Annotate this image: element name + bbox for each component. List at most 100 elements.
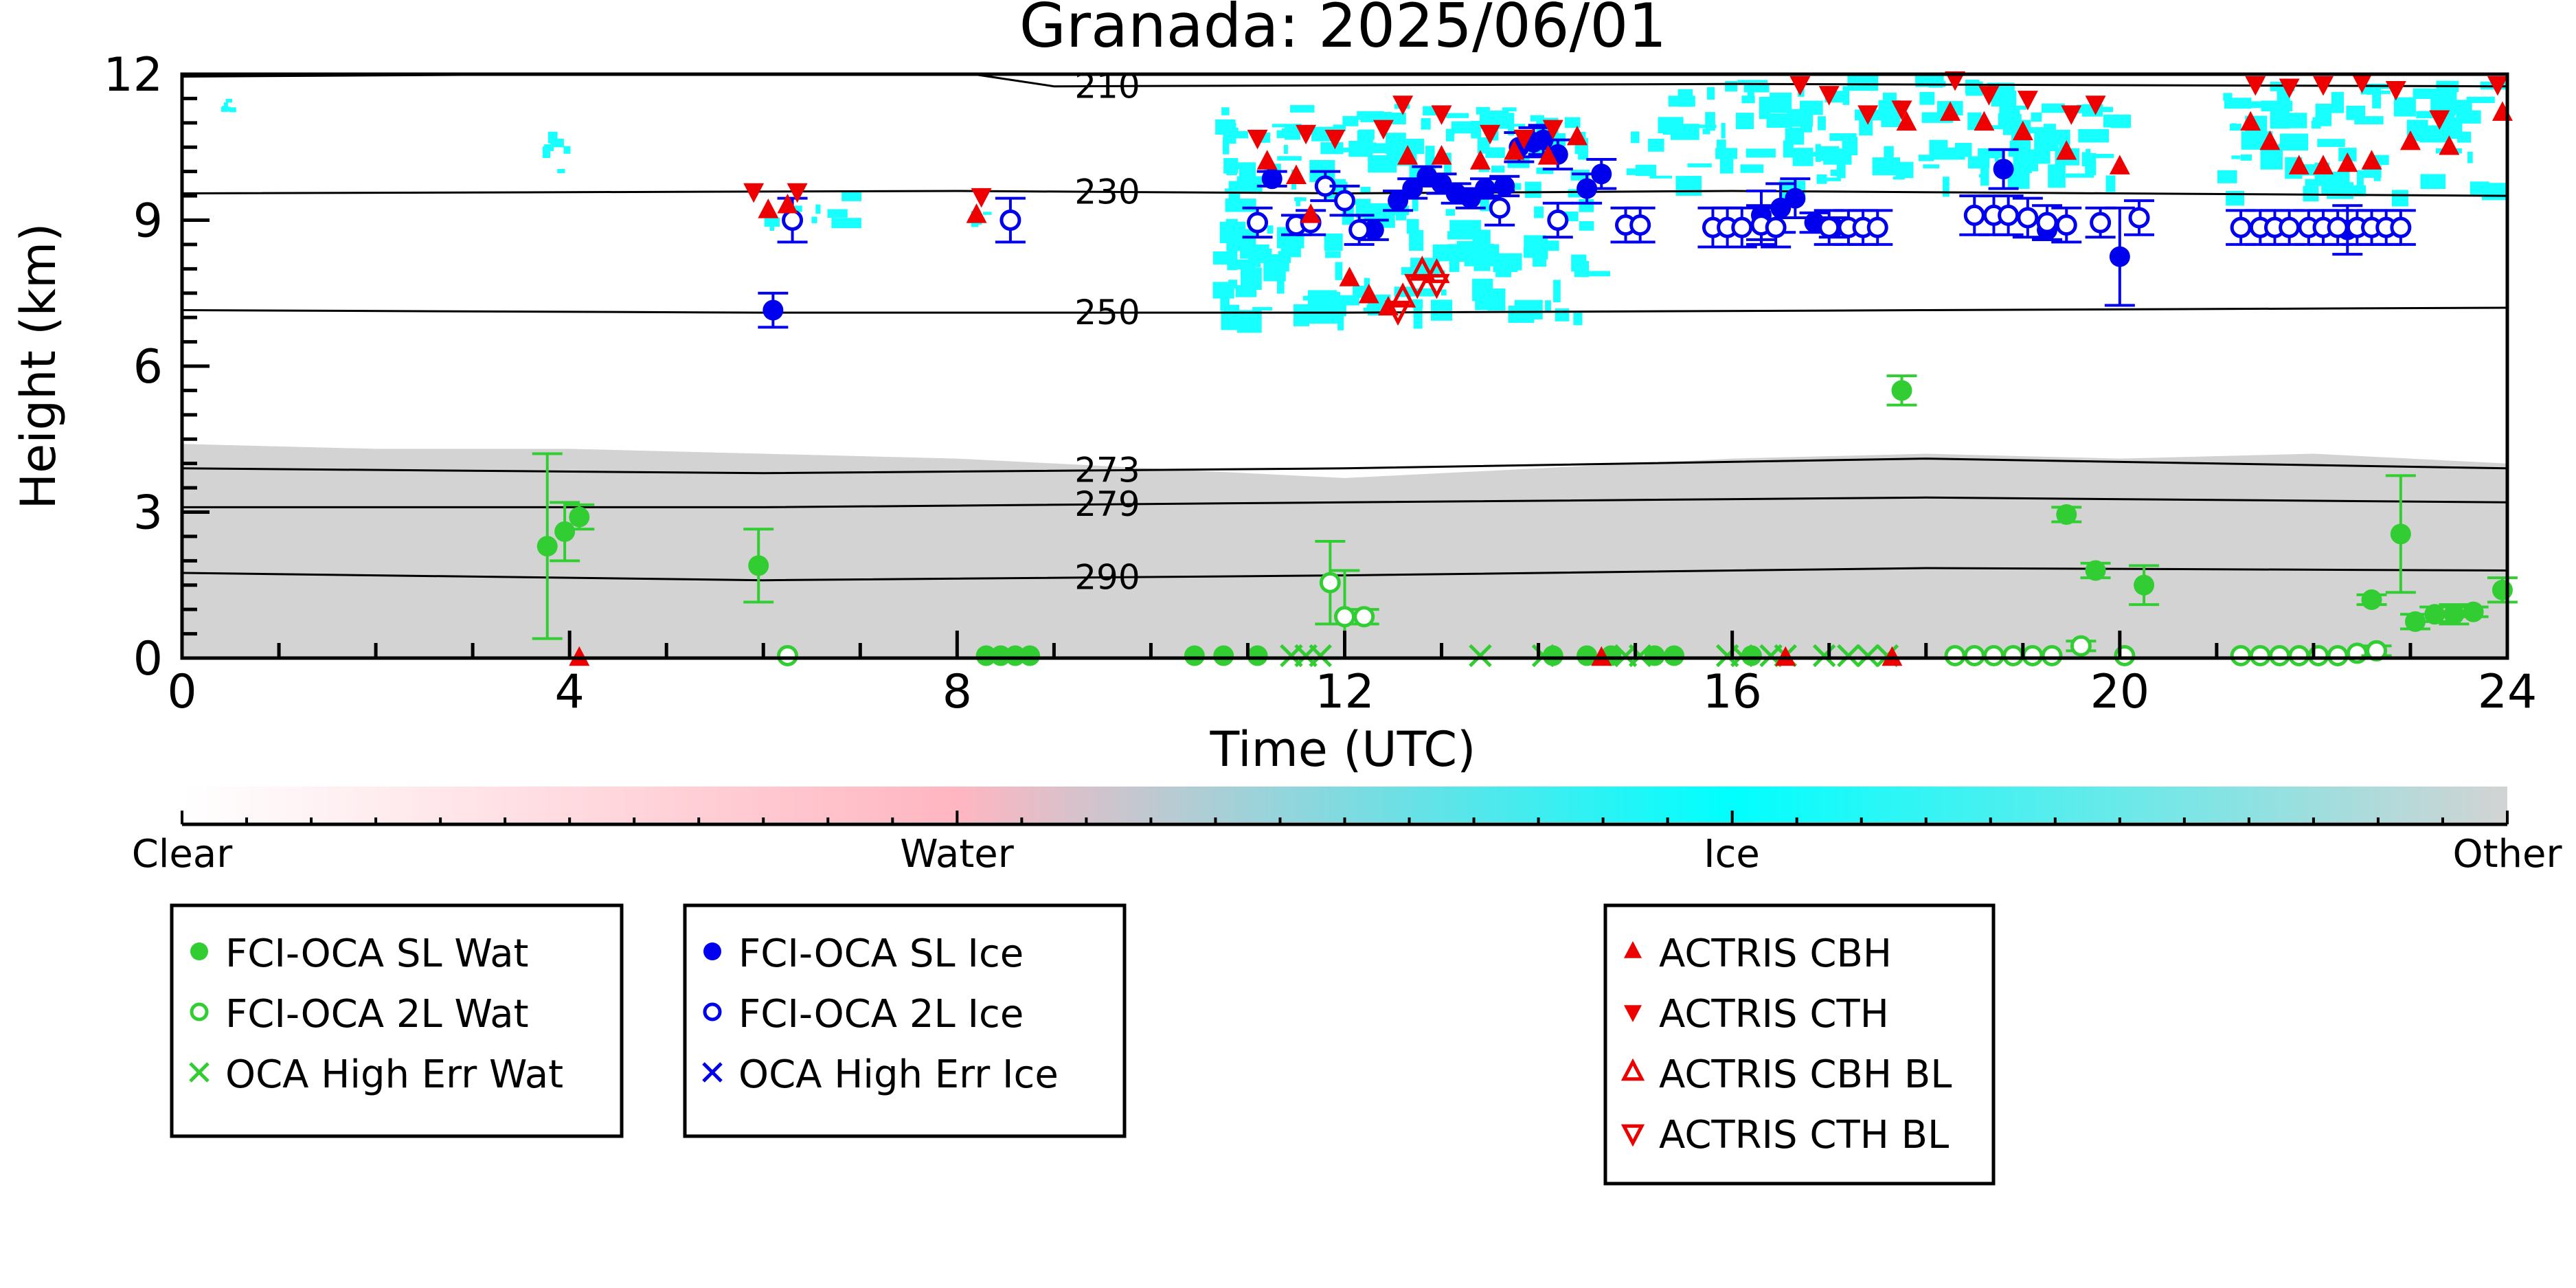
ice-pixel: [2305, 179, 2331, 186]
data-point: [990, 645, 1011, 666]
ice-pixel: [1671, 124, 1699, 140]
data-point: [1431, 145, 1452, 165]
data-point: [999, 210, 1021, 231]
legend-marker: [1620, 1058, 1645, 1081]
ice-pixel: [1816, 174, 1827, 184]
data-point: [758, 199, 779, 218]
ice-pixel: [1545, 300, 1551, 311]
ice-pixel: [971, 220, 979, 227]
ice-pixel: [1687, 163, 1712, 168]
ice-pixel: [2094, 154, 2114, 159]
legend-marker: [1620, 1124, 1645, 1147]
ice-pixel: [1226, 161, 1237, 176]
legend-label: ACTRIS CBH: [1659, 931, 1892, 976]
data-point: [2327, 644, 2349, 666]
isotherm-label-273: 273: [1074, 451, 1140, 490]
ice-pixel: [2481, 183, 2507, 201]
ice-pixel: [1766, 113, 1792, 128]
ice-pixel: [2288, 113, 2307, 128]
ice-pixel: [1980, 125, 2007, 130]
data-point: [1004, 645, 1026, 666]
data-point: [2109, 155, 2130, 174]
ice-pixel: [563, 146, 571, 154]
ice-pixel: [1893, 177, 1905, 180]
ice-pixel: [2048, 164, 2066, 188]
ice-pixel: [1882, 92, 1897, 102]
data-point: [2230, 644, 2252, 666]
series-actris-cth-bl: [1384, 273, 1450, 326]
ice-pixel: [1237, 310, 1262, 333]
data-point: [1785, 188, 1806, 209]
data-point: [1372, 120, 1394, 140]
ice-pixel: [1239, 162, 1256, 180]
isotherm-273: [182, 457, 2507, 475]
data-point: [1247, 212, 1269, 234]
y-tick-label: 0: [133, 632, 163, 686]
ice-pixel: [2009, 140, 2031, 155]
ice-pixel: [1445, 209, 1455, 216]
data-point: [2056, 140, 2077, 160]
data-point: [2036, 212, 2058, 234]
ice-pixel: [1872, 157, 1901, 176]
data-point: [2245, 76, 2266, 96]
data-point: [2313, 76, 2334, 96]
data-point: [1409, 256, 1436, 281]
data-point: [1423, 273, 1450, 300]
data-point: [1978, 86, 2000, 106]
data-point: [2429, 110, 2450, 130]
data-point: [2085, 560, 2106, 581]
data-point: [2022, 644, 2044, 666]
ice-pixel: [1579, 221, 1594, 231]
ice-pixel: [1747, 83, 1754, 101]
legend-marker: [1624, 941, 1642, 958]
data-point: [2279, 78, 2300, 98]
data-point: [1256, 150, 1278, 170]
ice-pixel: [2321, 182, 2331, 194]
ice-pixel: [1283, 144, 1288, 154]
colorbar-ticks: [181, 811, 2509, 826]
data-point: [1882, 646, 1903, 666]
data-point: [2327, 216, 2349, 238]
classification-colorbar: Clear Water Ice Other: [132, 787, 2562, 877]
ice-pixel: [2280, 133, 2309, 151]
legend-label: FCI-OCA 2L Wat: [225, 992, 529, 1037]
data-point: [2424, 604, 2445, 625]
legend-frame: [1603, 903, 1996, 1186]
ice-pixel: [1743, 84, 1770, 93]
data-point: [1741, 645, 1762, 666]
data-point: [971, 188, 992, 208]
ice-pixel: [1333, 124, 1346, 132]
ice-pixel: [2226, 190, 2244, 206]
data-point: [1963, 644, 1985, 666]
ice-pixel: [1553, 280, 1561, 302]
ice-pixel: [2065, 173, 2094, 178]
ice-pixel: [1228, 259, 1256, 270]
data-point: [1993, 159, 2014, 180]
data-point: [782, 210, 804, 231]
ice-pixel: [1581, 271, 1611, 277]
ice-pixel: [764, 217, 780, 227]
ice-pixel: [1234, 131, 1249, 139]
data-point: [1730, 644, 1754, 668]
data-point: [1974, 111, 1995, 131]
ice-pixel: [1357, 131, 1373, 148]
series-fci-oca-2l-wat: [777, 540, 2392, 666]
ice-pixel: [1267, 225, 1274, 234]
ice-pixel: [2430, 88, 2457, 111]
data-point: [748, 555, 769, 576]
data-point: [1404, 273, 1431, 300]
ice-pixel: [2317, 139, 2345, 147]
legend-frame: [683, 903, 1127, 1138]
data-point: [2313, 155, 2334, 174]
ice-patch: [221, 98, 236, 113]
ice-pixel: [1788, 127, 1800, 143]
data-point: [1963, 204, 1985, 226]
ice-pixel: [1491, 166, 1505, 173]
data-point: [1247, 645, 1268, 666]
data-point: [2439, 135, 2460, 155]
legend-box: FCI-OCA SL Wat FCI-OCA 2L Wat OCA High Err…: [170, 903, 624, 1138]
ice-pixel: [1451, 121, 1478, 134]
ice-pixel: [1626, 168, 1637, 175]
data-point: [2337, 152, 2358, 172]
